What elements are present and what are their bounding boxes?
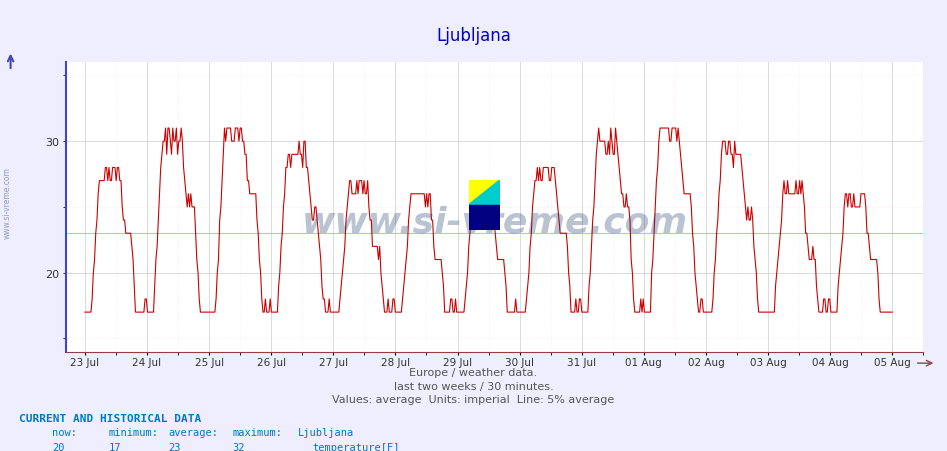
Polygon shape [469, 180, 500, 205]
Polygon shape [469, 180, 500, 205]
Text: temperature[F]: temperature[F] [313, 442, 400, 451]
Text: www.si-vreme.com: www.si-vreme.com [3, 167, 12, 239]
Text: Europe / weather data.: Europe / weather data. [409, 368, 538, 377]
Text: www.si-vreme.com: www.si-vreme.com [302, 205, 688, 239]
Text: last two weeks / 30 minutes.: last two weeks / 30 minutes. [394, 381, 553, 391]
Text: 17: 17 [109, 442, 121, 451]
Polygon shape [469, 205, 500, 230]
Text: maximum:: maximum: [232, 428, 282, 437]
Text: now:: now: [52, 428, 77, 437]
Text: minimum:: minimum: [109, 428, 159, 437]
Text: Values: average  Units: imperial  Line: 5% average: Values: average Units: imperial Line: 5%… [332, 395, 615, 405]
Text: 32: 32 [232, 442, 244, 451]
Text: average:: average: [169, 428, 219, 437]
Text: 23: 23 [169, 442, 181, 451]
Text: 20: 20 [52, 442, 64, 451]
Text: Ljubljana: Ljubljana [298, 428, 354, 437]
Text: Ljubljana: Ljubljana [436, 27, 511, 45]
Text: CURRENT AND HISTORICAL DATA: CURRENT AND HISTORICAL DATA [19, 413, 201, 423]
